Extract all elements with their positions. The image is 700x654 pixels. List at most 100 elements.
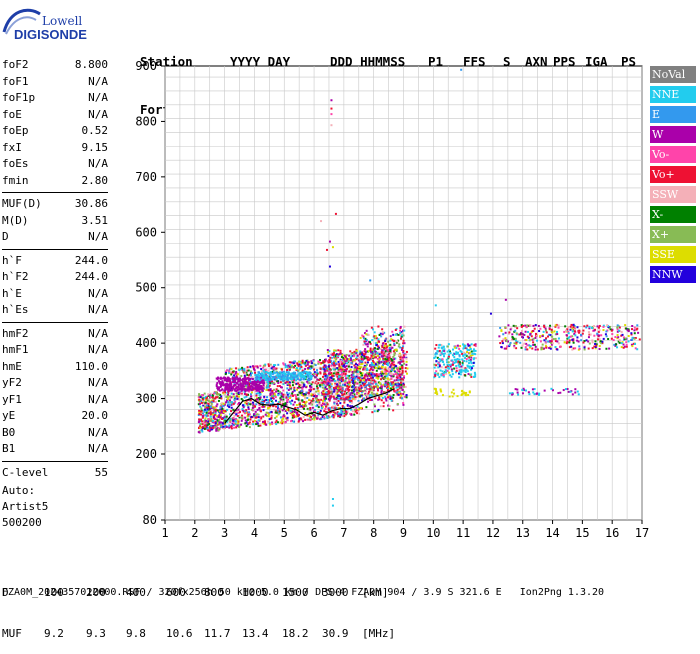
echo-point bbox=[236, 419, 239, 422]
echo-point bbox=[333, 370, 336, 373]
echo-point bbox=[221, 388, 224, 391]
echo-point bbox=[376, 364, 379, 367]
echo-point bbox=[206, 414, 209, 417]
echo-point bbox=[390, 370, 393, 373]
echo-point bbox=[366, 345, 369, 348]
echo-point bbox=[340, 413, 343, 416]
echo-point bbox=[336, 379, 339, 382]
echo-point bbox=[346, 357, 349, 360]
echo-point bbox=[342, 356, 345, 359]
echo-point bbox=[346, 384, 349, 387]
echo-point bbox=[509, 328, 512, 331]
echo-point bbox=[455, 369, 458, 372]
echo-point bbox=[524, 389, 527, 392]
echo-point bbox=[382, 358, 385, 361]
echo-point bbox=[338, 369, 341, 372]
echo-point bbox=[350, 389, 353, 392]
echo-point bbox=[456, 395, 459, 398]
echo-point bbox=[403, 342, 406, 345]
echo-point bbox=[361, 377, 364, 380]
echo-point bbox=[245, 371, 248, 374]
echo-point bbox=[544, 327, 547, 330]
echo-point bbox=[337, 400, 340, 403]
echo-point bbox=[291, 394, 294, 397]
echo-point bbox=[369, 347, 372, 350]
echo-point bbox=[250, 395, 253, 398]
echo-point bbox=[229, 419, 232, 422]
echo-point bbox=[451, 370, 454, 373]
echo-point bbox=[284, 373, 287, 376]
echo-point bbox=[337, 415, 340, 418]
echo-point bbox=[386, 389, 389, 392]
echo-point bbox=[341, 376, 344, 379]
echo-point bbox=[286, 375, 289, 378]
echo-point bbox=[273, 393, 276, 396]
echo-point bbox=[352, 388, 355, 391]
echo-point bbox=[275, 390, 278, 393]
echo-point bbox=[376, 373, 379, 376]
echo-point bbox=[458, 358, 461, 361]
echo-point bbox=[260, 375, 263, 378]
echo-point bbox=[468, 351, 471, 354]
echo-point bbox=[597, 330, 600, 333]
echo-point bbox=[326, 383, 329, 386]
echo-point bbox=[463, 353, 466, 356]
echo-point bbox=[390, 362, 393, 365]
echo-point bbox=[301, 387, 304, 390]
echo-point bbox=[333, 357, 336, 360]
echo-point bbox=[310, 388, 313, 391]
echo-point bbox=[366, 358, 369, 361]
echo-point bbox=[218, 396, 221, 399]
echo-point bbox=[288, 384, 291, 387]
echo-point bbox=[369, 387, 372, 390]
echo-point bbox=[352, 355, 355, 358]
echo-point bbox=[340, 363, 343, 366]
echo-point bbox=[369, 350, 372, 353]
echo-point bbox=[474, 343, 477, 346]
echo-point bbox=[321, 382, 324, 385]
echo-point bbox=[270, 395, 273, 398]
echo-point bbox=[277, 394, 280, 397]
echo-point bbox=[284, 378, 287, 381]
echo-point bbox=[461, 362, 464, 365]
echo-point bbox=[444, 369, 447, 372]
echo-point bbox=[231, 422, 234, 425]
muf-value: 9.2 bbox=[44, 626, 64, 640]
echo-point bbox=[516, 391, 519, 394]
echo-point bbox=[265, 386, 268, 389]
echo-point bbox=[392, 409, 395, 412]
echo-point bbox=[260, 368, 263, 371]
echo-point bbox=[543, 339, 546, 342]
echo-point bbox=[253, 381, 256, 384]
echo-point bbox=[224, 410, 227, 413]
echo-point bbox=[341, 405, 344, 408]
echo-point bbox=[283, 406, 286, 409]
echo-point bbox=[365, 339, 368, 342]
echo-point bbox=[247, 422, 250, 425]
echo-point bbox=[309, 390, 312, 393]
echo-point bbox=[348, 354, 351, 357]
echo-point bbox=[316, 417, 319, 420]
echo-point bbox=[265, 401, 268, 404]
echo-point bbox=[573, 328, 576, 331]
echo-point bbox=[370, 356, 373, 359]
echo-point bbox=[325, 385, 328, 388]
echo-point bbox=[324, 401, 327, 404]
echo-point bbox=[343, 360, 346, 363]
echo-point bbox=[237, 408, 240, 411]
echo-point bbox=[572, 347, 575, 350]
echo-point bbox=[328, 368, 331, 371]
echo-point bbox=[260, 376, 263, 379]
echo-point bbox=[317, 390, 320, 393]
echo-point bbox=[369, 367, 372, 370]
echo-point bbox=[276, 372, 279, 375]
echo-point bbox=[392, 396, 395, 399]
echo-point bbox=[564, 325, 567, 328]
echo-point bbox=[617, 340, 620, 343]
echo-point bbox=[285, 403, 288, 406]
echo-point bbox=[242, 416, 245, 419]
echo-point bbox=[376, 348, 379, 351]
echo-point bbox=[262, 422, 265, 425]
echo-point bbox=[204, 414, 207, 417]
echo-point bbox=[266, 371, 269, 374]
